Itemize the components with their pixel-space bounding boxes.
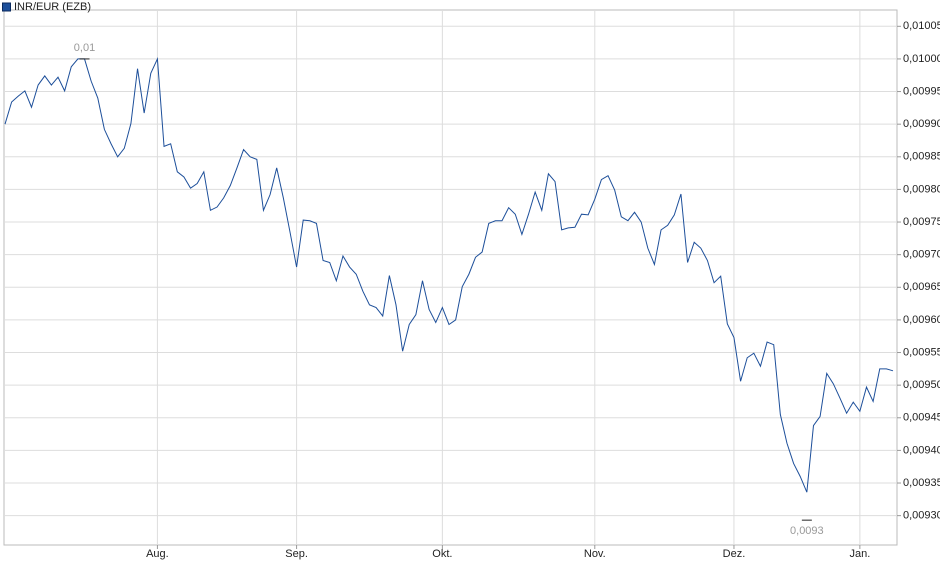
x-tick-label: Aug. [146, 548, 169, 560]
y-tick-label: 0,00985 [903, 151, 940, 163]
y-tick-label: 0,00945 [903, 412, 940, 424]
y-tick-label: 0,00930 [903, 510, 940, 522]
y-tick-label: 0,00995 [903, 85, 940, 97]
y-tick-label: 0,00965 [903, 281, 940, 293]
y-tick-label: 0,00955 [903, 346, 940, 358]
y-tick-label: 0,01000 [903, 53, 940, 65]
x-tick-label: Nov. [584, 548, 606, 560]
value-label: 0,0093 [790, 525, 824, 537]
y-tick-label: 0,00940 [903, 444, 940, 456]
y-tick-label: 0,00990 [903, 118, 940, 130]
x-tick-label: Sep. [285, 548, 308, 560]
y-tick-label: 0,00935 [903, 477, 940, 489]
plot-frame [3, 9, 898, 546]
y-tick-label: 0,00975 [903, 216, 940, 228]
value-label: 0,01 [74, 42, 95, 54]
y-tick-label: 0,00980 [903, 183, 940, 195]
y-tick-label: 0,01005 [903, 20, 940, 32]
x-tick-label: Jan. [849, 548, 870, 560]
x-tick-label: Dez. [723, 548, 746, 560]
x-tick-label: Okt. [432, 548, 452, 560]
price-line [4, 56, 894, 493]
legend-swatch [2, 2, 11, 12]
y-tick-label: 0,00970 [903, 249, 940, 261]
y-tick-label: 0,00960 [903, 314, 940, 326]
y-tick-label: 0,00950 [903, 379, 940, 391]
legend-label: INR/EUR (EZB) [14, 1, 91, 13]
